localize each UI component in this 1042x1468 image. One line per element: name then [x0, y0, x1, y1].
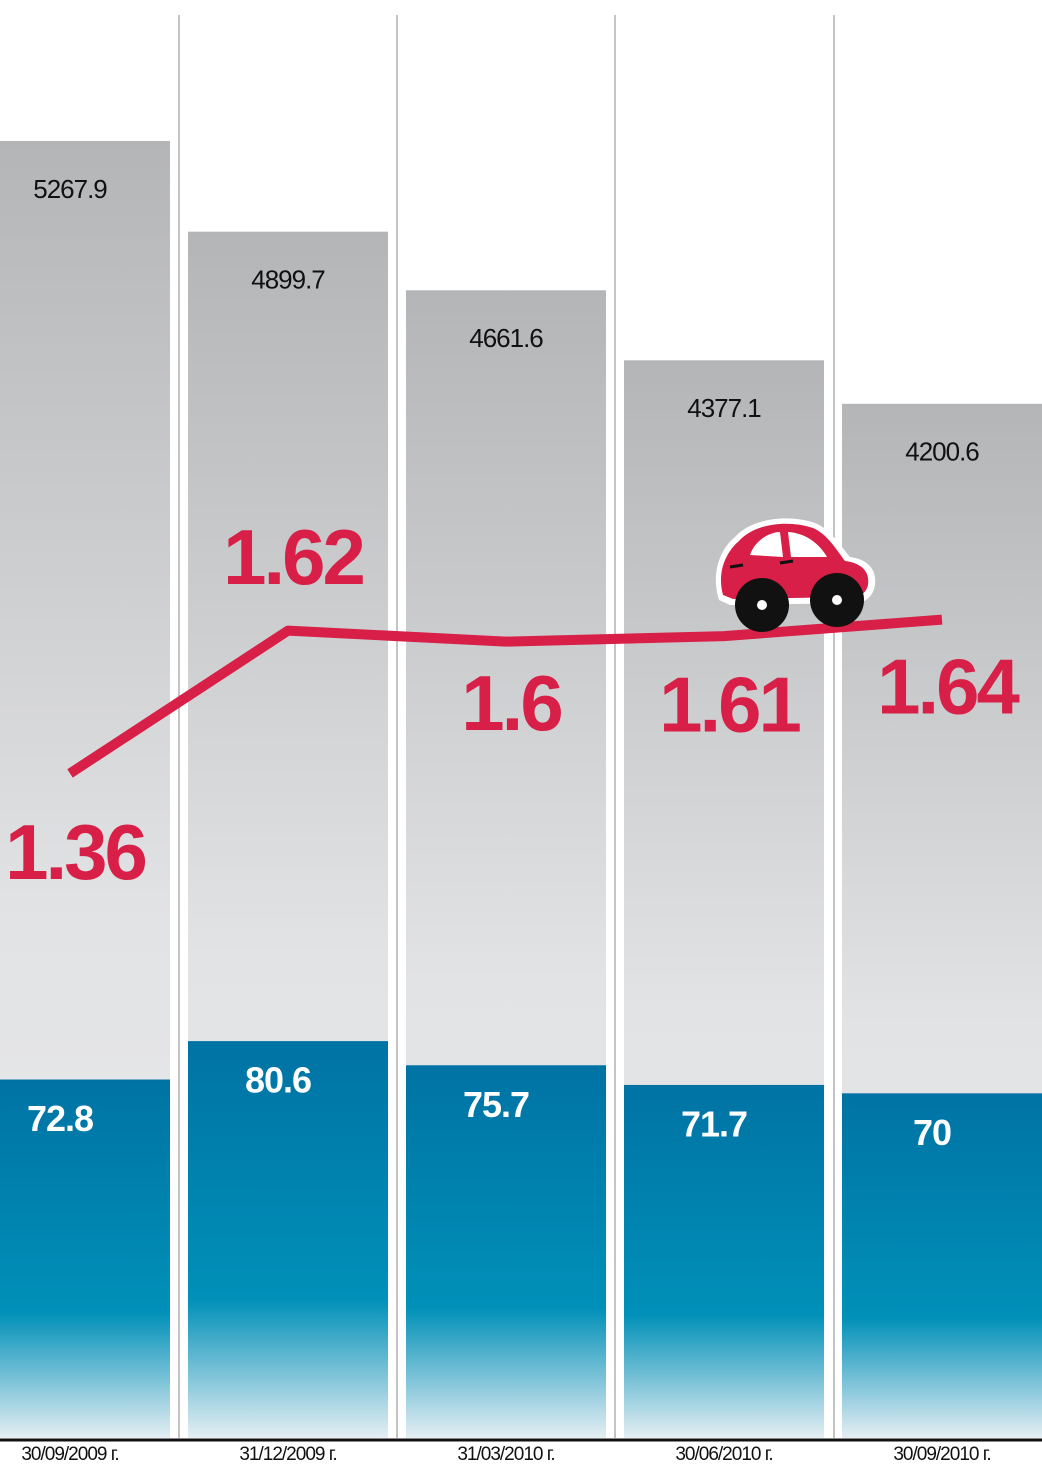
value-label: 1.62 — [223, 513, 363, 601]
value-label: 75.7 — [463, 1084, 529, 1125]
chart: 5267.9 4899.7 4661.6 4377.1 4200.6 72.8 80.6 75… — [0, 0, 1042, 1468]
value-label: 5267.9 — [33, 174, 107, 204]
x-tick-label: 30/06/2010 г. — [675, 1444, 772, 1465]
value-label: 4377.1 — [687, 393, 761, 423]
bar — [188, 1041, 388, 1438]
value-label: 4661.6 — [469, 323, 543, 353]
x-tick-label: 30/09/2009 г. — [21, 1444, 118, 1465]
value-label: 70 — [913, 1112, 951, 1153]
value-label: 80.6 — [245, 1060, 311, 1101]
x-tick-label: 31/03/2010 г. — [457, 1444, 554, 1465]
value-label: 4200.6 — [905, 437, 979, 467]
value-label: 1.64 — [877, 642, 1019, 730]
x-tick-label: 31/12/2009 г. — [239, 1444, 336, 1465]
x-tick-label: 30/09/2010 г. — [893, 1444, 990, 1465]
value-label: 71.7 — [681, 1103, 747, 1144]
value-label: 4899.7 — [251, 265, 325, 295]
value-label: 1.6 — [461, 659, 561, 747]
value-label: 72.8 — [27, 1098, 93, 1139]
value-label: 1.61 — [659, 661, 800, 749]
value-label: 1.36 — [5, 808, 145, 896]
